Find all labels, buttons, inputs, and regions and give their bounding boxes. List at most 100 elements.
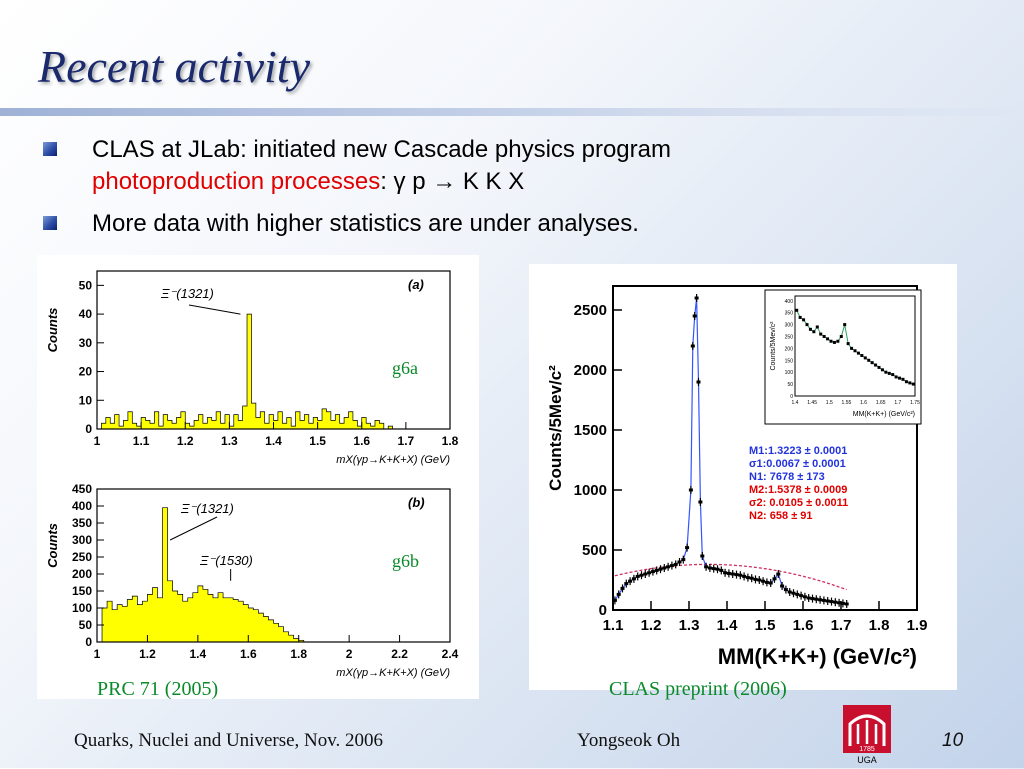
main-ytick-label: 0 [599,602,607,619]
inset-data-point [843,323,847,327]
data-point [704,565,709,569]
hist-a-ytick-label: 50 [79,278,93,292]
hist-a-xtick-label: 1.5 [309,434,326,448]
hist-b-ytick-label: 300 [72,533,92,547]
inset-ytick-label: 200 [785,346,794,352]
inset-data-point [901,377,905,381]
hist-b-bars [97,507,450,643]
inset-data-point [856,351,860,355]
footer-event: Quarks, Nuclei and Universe, Nov. 2006 [74,730,384,751]
inset-data-point [836,339,840,343]
inset-data-point [819,332,823,336]
inset-xtick-label: 1.55 [842,400,852,406]
data-point [677,560,682,564]
main-ytick-label: 500 [582,542,607,559]
hist-a-xtick-label: 1.7 [398,434,415,448]
data-point [690,344,695,348]
main-xlabel: MM(K+K+) (GeV/c²) [718,644,917,669]
uga-logo: 1785 UGA [842,704,892,765]
hist-b-panel-label: (b) [408,495,425,510]
hist-a-xtick-label: 1.2 [177,434,194,448]
data-point [776,572,781,576]
inset-ytick-label: 400 [785,299,794,305]
data-point [628,579,633,583]
fit-result-line: σ1:0.0067 ± 0.0001 [749,458,846,470]
data-point [780,584,785,588]
bullet-1-line1: CLAS at JLab: initiated new Cascade phys… [92,136,671,163]
hist-b-xtick-label: 1.2 [139,647,156,661]
hist-a-ytick-label: 40 [79,307,93,321]
inset-data-point [798,315,802,319]
data-point [723,571,728,575]
main-xtick-label: 1.4 [717,617,739,634]
data-point [802,595,807,599]
inset-data-point [911,382,915,386]
main-xtick-label: 1.3 [679,617,700,634]
reaction-text: : γ p → K K X [380,168,525,195]
hist-a-ytick-label: 0 [85,422,92,436]
inset-xtick-label: 1.45 [807,400,817,406]
inset-data-point [874,363,878,367]
inset-data-point [877,365,881,369]
data-point [654,568,659,572]
main-xtick-label: 1.9 [907,617,928,634]
hist-a-xlabel: mX(γp→K+K+X) (GeV) [336,454,450,466]
inset-data-point [795,308,799,312]
data-point [694,296,699,300]
data-point [685,546,690,550]
g6a-label: g6a [392,358,418,378]
main-xtick-label: 1.7 [831,617,852,634]
data-point [734,573,739,577]
g6b-label: g6b [392,551,419,571]
arch-icon: 1785 UGA [843,705,891,765]
inset-xtick-label: 1.5 [826,400,833,406]
data-point [764,580,769,584]
inset-data-point [802,318,806,322]
hist-a-xtick-label: 1.3 [221,434,238,448]
inset-data-point [832,340,836,344]
hist-a-xtick-label: 1 [94,434,101,448]
inset-ytick-label: 50 [787,382,793,388]
data-point [814,597,819,601]
data-point [620,586,625,590]
hist-a-bars [97,313,450,430]
data-point [666,565,671,569]
hist-b-ytick-label: 50 [79,618,93,632]
page-number: 10 [942,730,964,751]
hist-b-xtick-label: 1 [94,647,101,661]
data-point [635,574,640,578]
data-point [688,488,693,492]
hist-b-xtick-label: 2.2 [391,647,408,661]
main-xtick-label: 1.5 [755,617,776,634]
inset-data-point [829,339,833,343]
data-point [783,588,788,592]
data-point [711,567,716,571]
inset-data-point [839,334,843,338]
inset-background [764,289,922,425]
right-figure-panel: 1.1 1.2 1.3 1.4 1.5 1.6 1.7 1.8 1.9 0 500 1000 1500 2… [529,264,957,690]
footer-author: Yongseok Oh [577,730,681,751]
hist-b-frame [96,488,451,643]
inset-data-point [805,323,809,327]
inset-data-point [850,346,854,350]
data-point [639,573,644,577]
photoproduction-highlight: photoproduction processes [92,168,381,195]
data-point [742,574,747,578]
data-point [787,590,792,594]
hist-a-ylabel: Counts [45,308,60,353]
hist-a-frame [96,270,451,430]
main-ytick-label: 1500 [574,422,607,439]
data-point [719,568,724,572]
hist-b-ytick-label: 250 [72,550,92,564]
inset-ytick-label: 100 [785,370,794,376]
inset-xtick-label: 1.4 [792,400,799,406]
inset-data-point [860,354,864,358]
data-point [669,564,674,568]
hist-b-xtick-label: 2.4 [442,647,459,661]
hist-b-xlabel: mX(γp→K+K+X) (GeV) [336,667,450,679]
hist-b-ytick-label: 150 [72,584,92,598]
data-point [821,598,826,602]
data-point [707,566,712,570]
clas-spectrum-plot: 1.1 1.2 1.3 1.4 1.5 1.6 1.7 1.8 1.90500100015002… [546,285,928,669]
data-point [700,554,705,558]
